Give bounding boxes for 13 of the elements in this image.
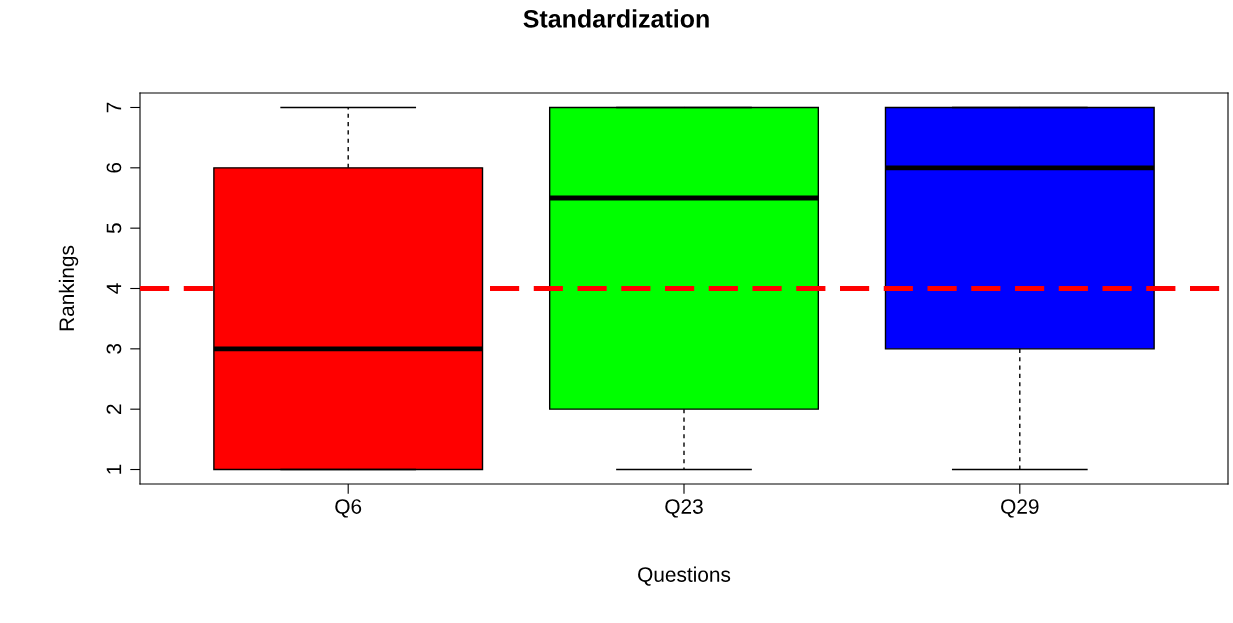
x-tick-label: Q29 [1001,499,1039,518]
y-tick-label: 3 [106,343,122,354]
y-tick-label: 1 [106,464,122,474]
x-tick-label: Q6 [335,499,362,518]
y-axis-title: Rankings [58,245,79,331]
chart-title: Standardization [523,9,709,28]
y-tick-label: 4 [106,283,122,294]
x-axis-title: Questions [638,566,731,586]
y-tick-label: 5 [106,223,122,234]
x-tick-label: Q23 [665,499,703,518]
y-tick-label: 7 [106,102,122,113]
y-tick-label: 2 [106,404,122,414]
y-tick-label: 6 [106,162,122,173]
